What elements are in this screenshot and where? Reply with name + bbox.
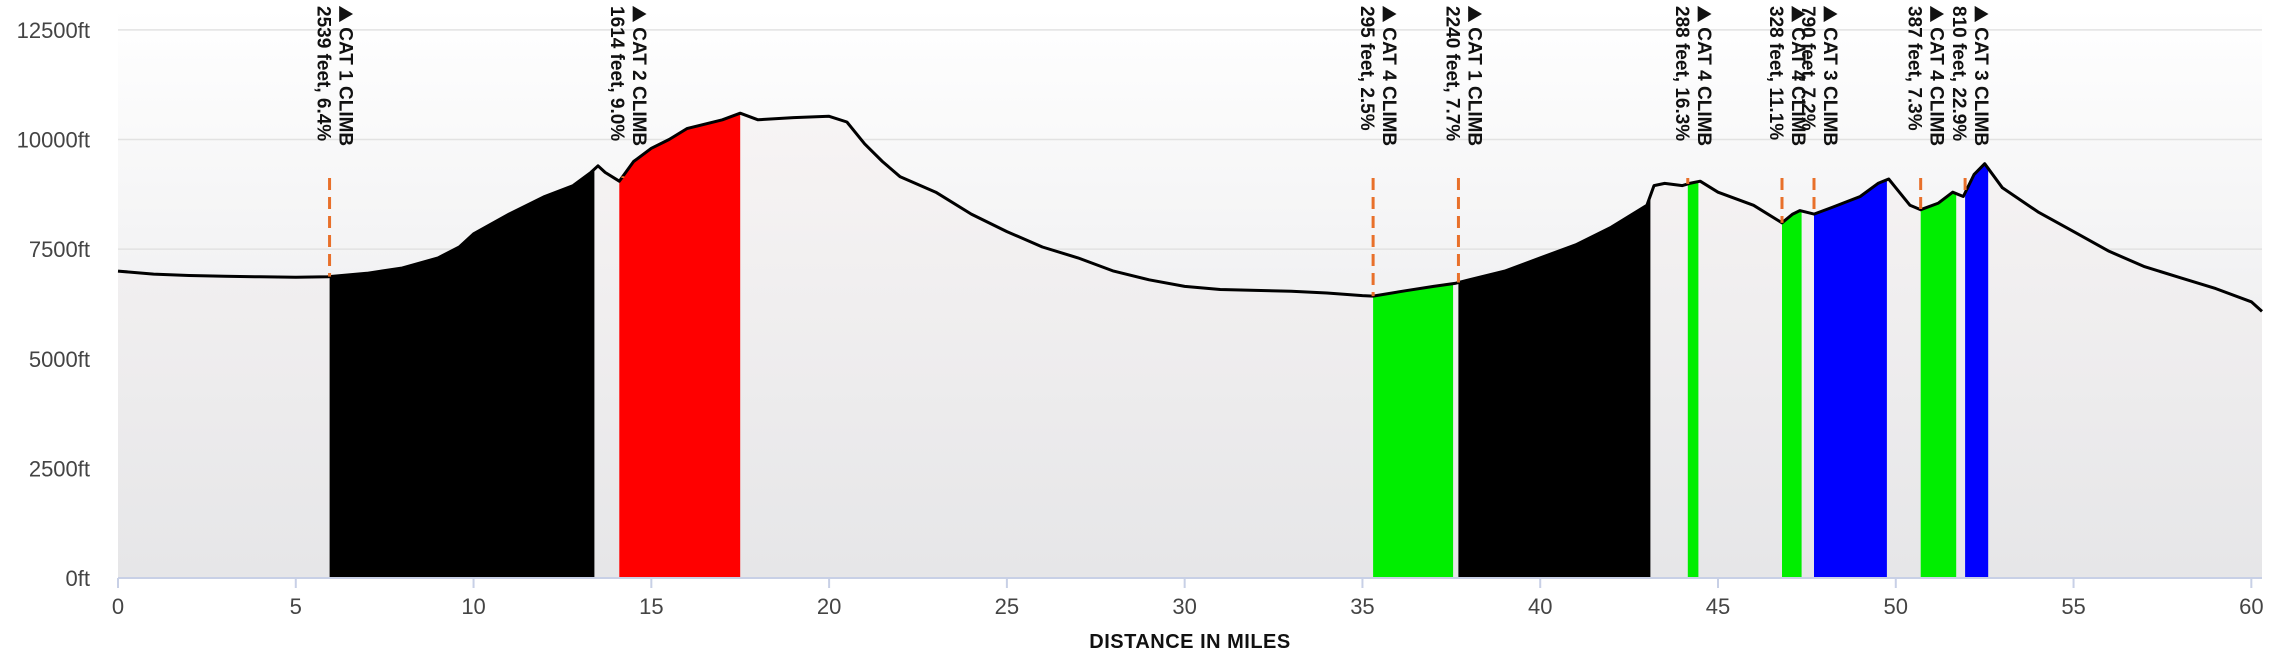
elevation-line [117,111,2264,313]
climb-annotation-title: ⛰ CAT 3 CLIMB [1819,5,1840,146]
x-tick-label: 20 [817,594,841,619]
climb-annotation-detail: 810 feet, 22.9% [1948,6,1969,141]
climb-segment-cat1 [1458,195,1651,578]
climb-annotation-title: ⛰ CAT 4 CLIMB [1693,5,1714,146]
x-tick-label: 50 [1884,594,1908,619]
climb-segment-cat4 [1920,192,1957,578]
x-tick-label: 45 [1706,594,1730,619]
climb-segment-cat2 [619,113,741,578]
y-tick-label: 10000ft [17,128,90,153]
y-tick-label: 2500ft [29,456,90,481]
climb-annotation-detail: 288 feet, 16.3% [1671,6,1692,141]
x-tick-label: 55 [2061,594,2085,619]
climb-markers [328,176,1967,297]
climb-segment-cat4 [1373,283,1454,578]
climb-annotation-title: ⛰ CAT 1 CLIMB [335,5,356,146]
climb-segment-cat4 [1687,181,1699,578]
climb-annotation-detail: 1614 feet, 9.0% [606,6,627,141]
x-tick-label: 40 [1528,594,1552,619]
climb-annotation-title: ⛰ CAT 4 CLIMB [1926,5,1947,146]
climb-segments [329,113,1989,578]
x-tick-label: 5 [290,594,302,619]
climb-segment-cat3 [1814,179,1887,578]
y-tick-label: 5000ft [29,347,90,372]
climb-annotation-detail: 387 feet, 7.3% [1904,6,1925,131]
y-tick-label: 12500ft [17,18,90,43]
elevation-line-group [117,111,2264,313]
climb-annotation-detail: 2240 feet, 7.7% [1441,6,1462,141]
climb-annotation-title: ⛰ CAT 3 CLIMB [1970,5,1991,146]
climb-annotation-title: ⛰ CAT 2 CLIMB [628,5,649,146]
x-tick-label: 35 [1350,594,1374,619]
x-tick-label: 60 [2239,594,2263,619]
climb-annotation-title: ⛰ CAT 4 CLIMB [1787,5,1808,146]
climb-segment-cat4 [1782,210,1802,578]
x-tick-label: 25 [995,594,1019,619]
x-tick-label: 10 [461,594,485,619]
climb-annotation-detail: 328 feet, 11.1% [1765,6,1786,140]
climb-annotation-detail: 295 feet, 2.5% [1356,6,1377,131]
y-tick-label: 7500ft [29,237,90,262]
climb-annotation-detail: 790 feet, 7.2% [1797,6,1818,131]
climb-segment-cat1 [329,169,595,578]
x-tick-label: 30 [1172,594,1196,619]
climb-annotation-detail: 2539 feet, 6.4% [313,6,334,141]
climb-annotation-title: ⛰ CAT 1 CLIMB [1463,5,1484,146]
x-axis-title: DISTANCE IN MILES [1089,631,1290,653]
y-tick-label: 0ft [66,566,90,591]
climb-annotation-title: ⛰ CAT 4 CLIMB [1378,5,1399,146]
axes: 0ft 2500ft 5000ft 7500ft 10000ft 12500ft 0 5 10 1… [17,18,2264,619]
x-tick-label: 0 [112,594,124,619]
climb-segment-cat3 [1965,163,1989,578]
x-tick-label: 15 [639,594,663,619]
